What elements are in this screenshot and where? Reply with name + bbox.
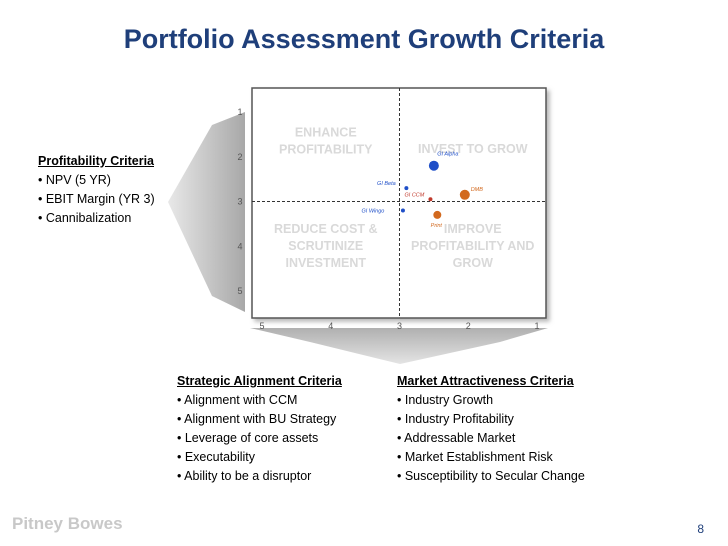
left-arrow-shape (168, 112, 245, 312)
data-point (428, 197, 433, 202)
page-title: Portfolio Assessment Growth Criteria (123, 24, 605, 54)
quadrant-label: GROW (453, 256, 493, 270)
strategic-heading: Strategic Alignment Criteria (177, 374, 342, 388)
x-tick-label: 5 (259, 321, 264, 331)
quadrant-label: REDUCE COST & (274, 222, 377, 236)
list-item: • Addressable Market (397, 431, 516, 445)
quadrant-label: PROFITABILITY AND (411, 239, 534, 253)
y-tick-label: 5 (237, 286, 242, 296)
list-item: • EBIT Margin (YR 3) (38, 192, 155, 206)
quadrant-label: ENHANCE (295, 126, 357, 140)
quadrant-label: INVEST TO GROW (418, 142, 528, 156)
market-criteria: Market Attractiveness Criteria • Industr… (397, 372, 585, 486)
list-item: • Executability (177, 450, 256, 464)
x-tick-label: 3 (397, 321, 402, 331)
x-tick-label: 2 (466, 321, 471, 331)
bottom-arrow-shape (250, 328, 548, 364)
strategic-criteria: Strategic Alignment Criteria • Alignment… (177, 372, 342, 486)
profitability-criteria: Profitability Criteria • NPV (5 YR) • EB… (38, 152, 155, 228)
data-point (404, 186, 409, 191)
quadrant-label: PROFITABILITY (279, 143, 373, 157)
page-number: 8 (697, 522, 704, 536)
market-heading: Market Attractiveness Criteria (397, 374, 574, 388)
data-point-label: DMB (471, 187, 484, 193)
data-point (459, 189, 470, 200)
x-tick-label: 1 (534, 321, 539, 331)
list-item: • Leverage of core assets (177, 431, 319, 445)
profitability-heading: Profitability Criteria (38, 154, 154, 168)
y-tick-label: 4 (237, 241, 242, 251)
data-point (400, 208, 405, 213)
list-item: • Cannibalization (38, 211, 132, 225)
quadrant-label: INVESTMENT (285, 256, 366, 270)
list-item: • Alignment with CCM (177, 393, 298, 407)
data-point (433, 210, 442, 219)
data-point-label: GI Alpha (437, 152, 458, 158)
x-tick-label: 4 (328, 321, 333, 331)
list-item: • Industry Growth (397, 393, 494, 407)
data-point-label: GI CCM (405, 192, 425, 198)
list-item: • Susceptibility to Secular Change (397, 469, 585, 483)
list-item: • Alignment with BU Strategy (177, 412, 337, 426)
list-item: • Industry Profitability (397, 412, 514, 426)
quadrant-label: IMPROVE (444, 222, 502, 236)
quadrant-label: SCRUTINIZE (288, 239, 363, 253)
data-point-label: GI Beta (377, 181, 396, 187)
list-item: • Ability to be a disruptor (177, 469, 312, 483)
y-tick-label: 3 (237, 197, 242, 207)
list-item: • Market Establishment Risk (397, 450, 553, 464)
y-tick-label: 2 (237, 152, 242, 162)
y-tick-label: 1 (237, 107, 242, 117)
data-point (428, 160, 439, 171)
pitney-bowes-logo: Pitney Bowes (12, 514, 123, 533)
data-point-label: Print (431, 223, 443, 229)
list-item: • NPV (5 YR) (38, 173, 111, 187)
data-point-label: GI Wingo (361, 208, 384, 214)
